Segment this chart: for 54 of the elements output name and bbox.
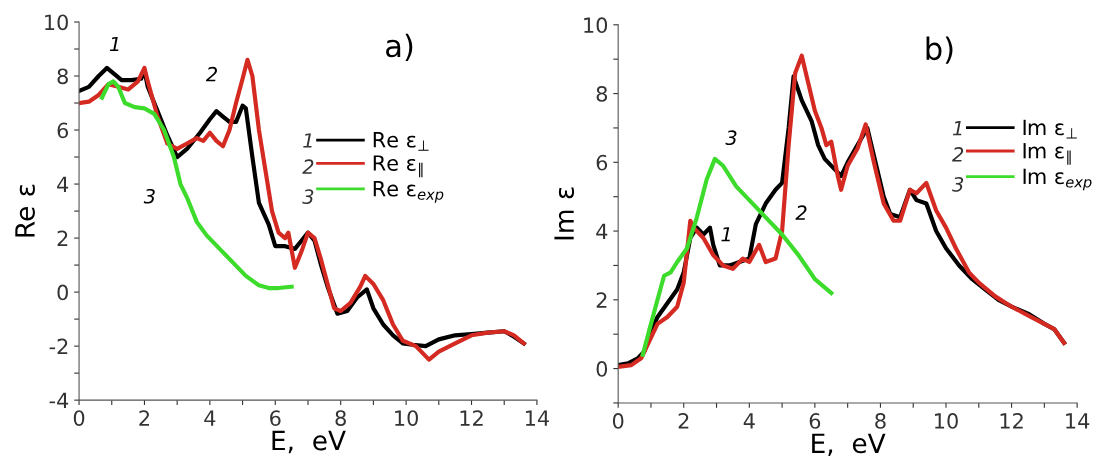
annotation: 1	[721, 227, 730, 242]
y-tick-label: 10	[45, 14, 68, 31]
y-tick-label: -4	[49, 392, 69, 409]
x-tick-label: 2	[139, 410, 150, 426]
legend-label: Im ε$_{∥}$	[1023, 143, 1071, 165]
x-tick-label: 0	[612, 413, 624, 429]
y-tick-label: 0	[57, 284, 68, 301]
y-tick-label: 0	[596, 361, 608, 377]
y-tick-label: -2	[49, 338, 68, 355]
x-tick-label: 6	[809, 413, 821, 429]
chart-title: a)	[386, 33, 413, 61]
x-tick-label: 0	[73, 410, 85, 426]
x-tick-label: 4	[743, 413, 755, 429]
x-tick-label: 2	[678, 413, 689, 429]
x-axis-title: E, eV	[812, 433, 886, 456]
annotation: 2	[302, 159, 314, 174]
annotation: 2	[205, 66, 217, 82]
x-tick-label: 6	[270, 410, 281, 426]
x-tick-label: 10	[935, 413, 958, 429]
y-tick-label: 2	[57, 230, 68, 246]
y-tick-label: 4	[596, 223, 608, 239]
y-tick-label: 6	[596, 154, 608, 171]
x-tick-label: 14	[1066, 413, 1090, 429]
y-tick-label: 10	[584, 17, 608, 34]
legend-label: Im ε$_{⊥}$	[1023, 119, 1077, 139]
annotation: 3	[302, 189, 314, 204]
y-axis-title: Im ε	[554, 187, 575, 240]
annotation: 1	[109, 36, 119, 52]
chart-title: b)	[926, 36, 953, 64]
x-tick-label: 12	[460, 410, 483, 426]
x-tick-label: 14	[525, 410, 550, 426]
y-tick-label: 8	[57, 68, 68, 85]
x-tick-label: 8	[335, 410, 346, 426]
annotation: 3	[143, 188, 155, 204]
annotation: 3	[952, 176, 964, 192]
x-axis-title: E, eV	[272, 430, 346, 454]
x-tick-label: 10	[395, 410, 418, 426]
annotation: 2	[952, 147, 964, 162]
y-tick-label: 8	[596, 86, 608, 102]
x-tick-label: 8	[875, 413, 886, 429]
annotation: 2	[795, 205, 807, 220]
y-tick-label: 4	[57, 176, 69, 192]
y-tick-label: 6	[57, 122, 69, 139]
legend-label: Re ε$_{∥}$	[373, 155, 423, 178]
legend-label: Re ε$_{exp}$	[373, 181, 444, 203]
annotation: 3	[725, 130, 737, 146]
legend-label: Im ε$_{exp}$	[1023, 168, 1092, 191]
x-tick-label: 4	[204, 410, 216, 426]
annotation: 1	[303, 133, 312, 148]
annotation: 1	[952, 121, 962, 136]
y-tick-label: 2	[596, 292, 607, 308]
x-tick-label: 12	[1000, 413, 1023, 429]
legend-label: Re ε$_{⊥}$	[373, 132, 429, 151]
y-axis-title: Re ε	[15, 184, 35, 237]
